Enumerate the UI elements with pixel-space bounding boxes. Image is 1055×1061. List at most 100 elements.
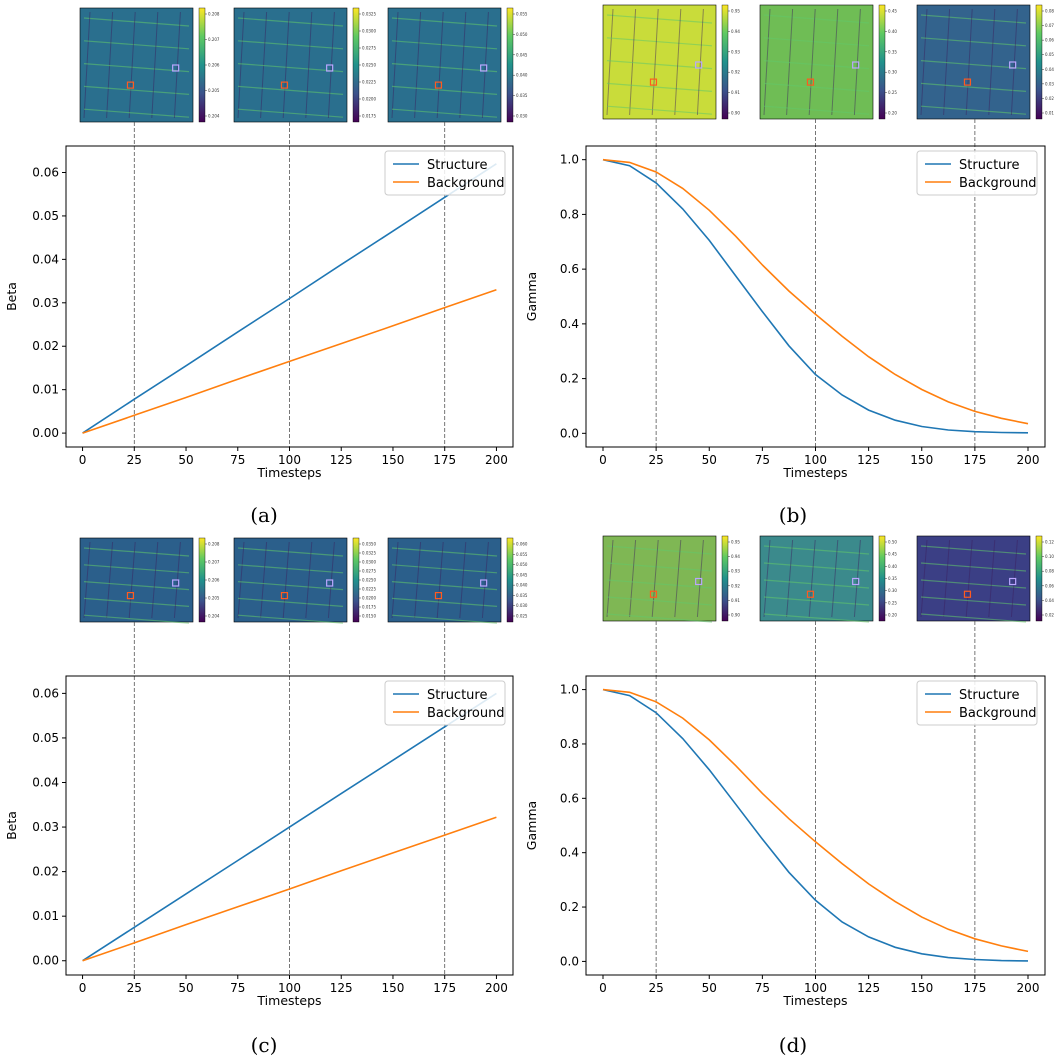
colorbar-tick-label: 0.0200 xyxy=(362,596,376,601)
colorbar-tick-label: 0.08 xyxy=(1045,9,1054,14)
panel-b: 0.950.940.930.920.910.900.450.400.350.30… xyxy=(524,4,1054,527)
legend-label: Background xyxy=(427,176,505,191)
x-tick-label: 200 xyxy=(485,981,508,995)
inset-texture xyxy=(831,8,839,116)
colorbar-tick-label: 0.0150 xyxy=(362,614,376,619)
roi-marker xyxy=(695,577,703,586)
inset-texture xyxy=(237,11,245,119)
colorbar-tick-label: 0.204 xyxy=(208,614,220,619)
inset-texture xyxy=(391,541,399,619)
colorbar-tick-label: 0.20 xyxy=(888,613,897,618)
roi-marker xyxy=(126,591,135,600)
roi-marker xyxy=(480,579,488,587)
inset-texture xyxy=(391,63,498,73)
roi-marker xyxy=(695,61,703,69)
colorbar-tick-label: 0.45 xyxy=(888,552,897,557)
colorbar-tick-label: 0.206 xyxy=(208,578,220,583)
colorbar-tick-label: 0.0300 xyxy=(362,29,376,34)
colorbar-tick-label: 0.05 xyxy=(1045,52,1054,57)
y-tick-label: 0.06 xyxy=(32,686,59,700)
y-tick-label: 0.8 xyxy=(560,737,579,751)
roi-marker xyxy=(172,64,180,72)
panel-caption: (d) xyxy=(779,1033,807,1057)
inset-texture xyxy=(151,11,159,119)
inset-texture xyxy=(83,40,190,50)
inset-texture xyxy=(391,11,399,119)
x-tick-label: 125 xyxy=(857,453,880,467)
colorbar xyxy=(878,535,886,622)
x-tick-label: 50 xyxy=(702,453,717,467)
inset-texture xyxy=(763,14,870,24)
colorbar-tick-label: 0.0325 xyxy=(362,551,376,556)
inset-texture xyxy=(459,541,467,619)
inset-texture xyxy=(763,37,870,47)
colorbar-tick-label: 0.93 xyxy=(731,49,740,54)
inset-texture xyxy=(391,597,498,607)
legend-label: Background xyxy=(959,176,1037,191)
inset-texture xyxy=(237,63,344,73)
roi-marker xyxy=(806,78,815,86)
inset-texture xyxy=(391,581,498,591)
panel-caption: (a) xyxy=(250,503,278,527)
x-tick-label: 25 xyxy=(648,453,663,467)
legend-label: Background xyxy=(959,706,1037,721)
roi-marker xyxy=(649,590,658,598)
inset-texture xyxy=(237,614,344,624)
y-tick-label: 0.02 xyxy=(32,339,59,353)
inset-texture xyxy=(606,82,713,92)
colorbar-tick-label: 0.045 xyxy=(516,52,528,57)
inset-texture xyxy=(920,8,928,116)
series-line-background xyxy=(602,688,1029,953)
inset-texture xyxy=(391,614,498,624)
colorbar xyxy=(506,537,514,623)
colorbar-tick-label: 0.0200 xyxy=(362,97,376,102)
colorbar-tick-label: 0.01 xyxy=(1045,111,1054,116)
y-axis-label: Beta xyxy=(4,811,19,840)
y-tick-label: 0.2 xyxy=(560,900,579,914)
inset-texture xyxy=(920,545,1027,555)
x-tick-label: 175 xyxy=(963,453,986,467)
colorbar-tick-label: 0.050 xyxy=(516,32,528,37)
roi-marker xyxy=(852,577,860,586)
colorbar xyxy=(352,537,360,623)
inset-texture xyxy=(606,14,713,24)
inset-texture xyxy=(83,547,190,557)
inset-texture xyxy=(237,17,344,27)
inset-texture xyxy=(763,545,870,555)
inset-texture xyxy=(943,539,951,618)
colorbar-tick-label: 0.91 xyxy=(731,598,740,603)
colorbar xyxy=(1035,535,1043,622)
series-line-background xyxy=(82,816,497,962)
y-tick-label: 0.6 xyxy=(560,791,579,805)
legend: Structure Background xyxy=(916,150,1038,196)
inset-map: 0.208 0.207 0.206 0.205 0.204 xyxy=(79,537,220,624)
y-tick-label: 0.8 xyxy=(560,207,579,221)
inset-texture xyxy=(391,108,498,118)
x-tick-label: 175 xyxy=(433,453,456,467)
x-tick-label: 0 xyxy=(599,453,607,467)
y-tick-label: 0.05 xyxy=(32,731,59,745)
inset-texture xyxy=(83,564,190,574)
y-tick-label: 0.06 xyxy=(32,165,59,179)
inset-texture xyxy=(83,85,190,95)
inset-texture xyxy=(651,539,659,618)
colorbar-tick-label: 0.0250 xyxy=(362,578,376,583)
inset-texture xyxy=(763,562,870,572)
colorbar xyxy=(721,4,729,120)
inset-texture xyxy=(83,108,190,118)
colorbar-tick-label: 0.030 xyxy=(516,603,528,608)
x-tick-label: 125 xyxy=(857,981,880,995)
colorbar-tick-label: 0.40 xyxy=(888,29,897,34)
inset-map: 0.50 0.45 0.40 0.35 0.30 0.25 0.20 xyxy=(759,535,897,623)
y-tick-label: 0.01 xyxy=(32,383,59,397)
inset-map: 0.0350 0.0325 0.0300 0.0275 0.0250 0.0225 0.02… xyxy=(233,537,376,624)
legend-label: Structure xyxy=(959,688,1019,703)
legend: Structure Background xyxy=(384,680,506,726)
y-tick-label: 1.0 xyxy=(560,153,579,167)
colorbar xyxy=(198,537,206,623)
x-tick-label: 150 xyxy=(910,981,933,995)
y-axis-label: Gamma xyxy=(524,272,539,321)
inset-texture xyxy=(83,17,190,27)
x-tick-label: 175 xyxy=(433,981,456,995)
inset-texture xyxy=(808,539,816,618)
